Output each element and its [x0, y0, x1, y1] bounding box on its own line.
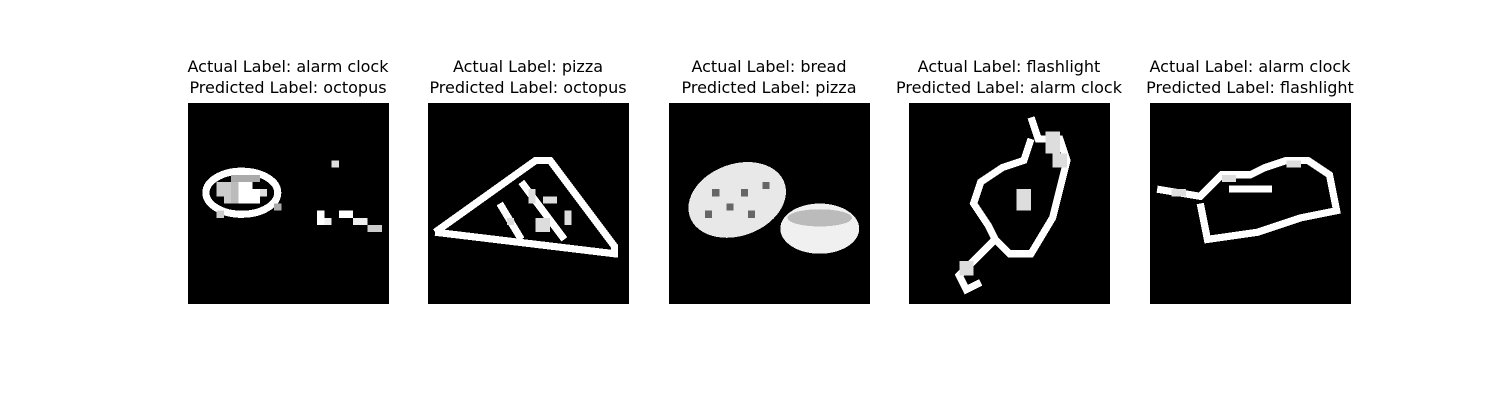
doodle-image-alarm-clock: [188, 103, 389, 304]
doodle-image-bread: [669, 103, 870, 304]
predicted-label-text: Predicted Label: pizza: [681, 78, 857, 97]
sample-panel-3: Actual Label: bread Predicted Label: piz…: [639, 56, 899, 304]
sample-panel-4: Actual Label: flashlight Predicted Label…: [879, 56, 1139, 304]
doodle-image-pizza: [428, 103, 629, 304]
predicted-label-text: Predicted Label: octopus: [429, 78, 627, 97]
actual-label-text: Actual Label: bread: [691, 57, 847, 76]
doodle-image-flashlight: [909, 103, 1110, 304]
sample-panel-1: Actual Label: alarm clock Predicted Labe…: [158, 56, 418, 304]
predicted-label-text: Predicted Label: alarm clock: [896, 78, 1122, 97]
panel-title: Actual Label: flashlight Predicted Label…: [879, 56, 1139, 98]
predicted-label-text: Predicted Label: octopus: [189, 78, 387, 97]
sample-panel-5: Actual Label: alarm clock Predicted Labe…: [1120, 56, 1380, 304]
actual-label-text: Actual Label: alarm clock: [187, 57, 389, 76]
panel-title: Actual Label: alarm clock Predicted Labe…: [158, 56, 418, 98]
actual-label-text: Actual Label: alarm clock: [1149, 57, 1351, 76]
panel-title: Actual Label: pizza Predicted Label: oct…: [398, 56, 658, 98]
actual-label-text: Actual Label: pizza: [452, 57, 604, 76]
panel-title: Actual Label: alarm clock Predicted Labe…: [1120, 56, 1380, 98]
doodle-image-alarm-clock: [1150, 103, 1351, 304]
actual-label-text: Actual Label: flashlight: [917, 57, 1101, 76]
sample-panel-2: Actual Label: pizza Predicted Label: oct…: [398, 56, 658, 304]
predicted-label-text: Predicted Label: flashlight: [1146, 78, 1354, 97]
panel-title: Actual Label: bread Predicted Label: piz…: [639, 56, 899, 98]
